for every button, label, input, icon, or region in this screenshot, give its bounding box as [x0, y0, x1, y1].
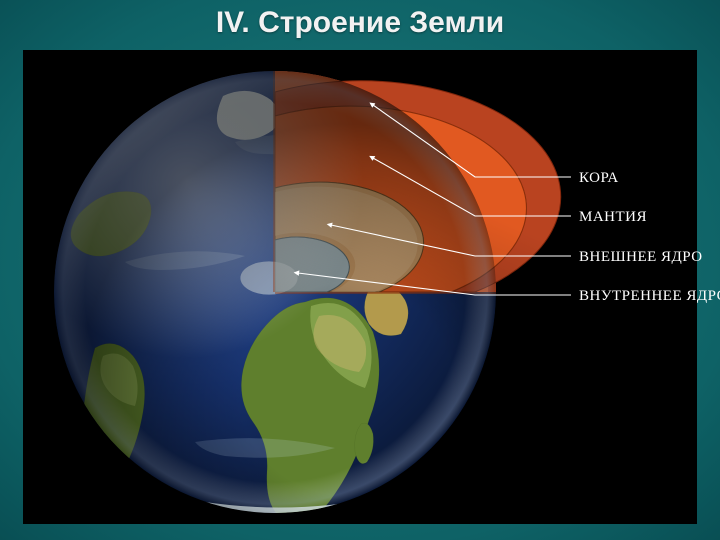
slide: IV. Строение Земли КОРАМАНТИЯВНЕШНЕЕ ЯДР… — [0, 0, 720, 540]
slide-title: IV. Строение Земли — [0, 6, 720, 40]
earth-svg — [23, 50, 697, 524]
earth-structure-figure: КОРАМАНТИЯВНЕШНЕЕ ЯДРОВНУТРЕННЕЕ ЯДРО — [23, 50, 697, 524]
